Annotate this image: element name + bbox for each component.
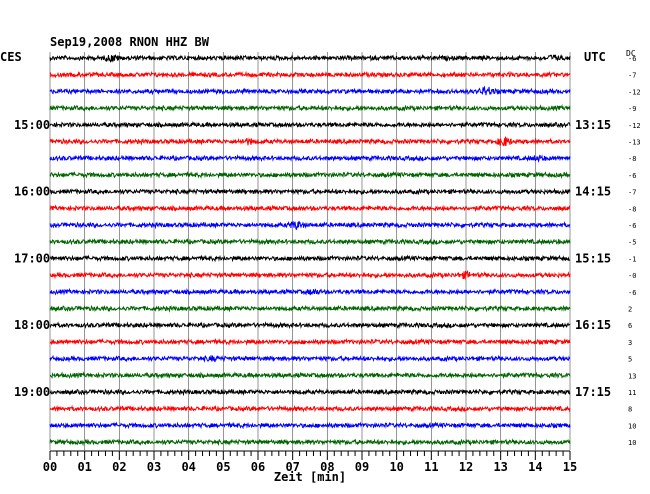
left-hour-label: 18:00 [14, 318, 50, 332]
trace-11 [49, 237, 571, 246]
left-hour-label: 19:00 [14, 385, 50, 399]
dc-offset-16: 6 [628, 322, 632, 330]
trace-3 [49, 104, 571, 113]
trace-0 [49, 53, 571, 63]
left-hour-label: 17:00 [14, 251, 50, 265]
trace-6 [49, 154, 571, 163]
dc-offset-17: 3 [628, 339, 632, 347]
trace-10 [49, 220, 571, 231]
x-tick-label-10: 10 [389, 460, 403, 474]
dc-offset-18: 5 [628, 356, 632, 364]
right-hour-label: 16:15 [575, 318, 611, 332]
x-tick-label-03: 03 [147, 460, 161, 474]
right-timezone-label: UTC [584, 50, 606, 64]
x-tick-label-12: 12 [459, 460, 473, 474]
x-axis-label: Zeit [min] [274, 470, 346, 484]
dc-offset-10: -6 [628, 222, 636, 230]
dc-offset-2: -12 [628, 88, 641, 96]
dc-offset-20: 11 [628, 389, 636, 397]
dc-offset-1: -7 [628, 72, 636, 80]
left-timezone-label: CES [0, 50, 22, 64]
right-hour-label: 15:15 [575, 251, 611, 265]
trace-7 [49, 170, 571, 180]
dc-offset-0: -6 [628, 55, 636, 63]
right-hour-label: 13:15 [575, 118, 611, 132]
trace-2 [49, 85, 571, 96]
x-tick-label-09: 09 [355, 460, 369, 474]
trace-15 [49, 304, 571, 313]
dc-offset-5: -13 [628, 139, 641, 147]
dc-offset-3: -9 [628, 105, 636, 113]
trace-14 [49, 287, 571, 296]
trace-8 [49, 187, 571, 196]
dc-offset-8: -7 [628, 189, 636, 197]
dc-offset-15: 2 [628, 306, 632, 314]
minute-gridlines [49, 52, 571, 451]
trace-23 [49, 438, 571, 447]
right-hour-label: 14:15 [575, 185, 611, 199]
trace-1 [49, 70, 571, 79]
dc-offset-4: -12 [628, 122, 641, 130]
dc-offset-23: 10 [628, 439, 636, 447]
x-tick-label-08: 08 [320, 460, 334, 474]
x-tick-label-07: 07 [285, 460, 299, 474]
left-hour-label: 16:00 [14, 185, 50, 199]
dc-offset-14: -6 [628, 289, 636, 297]
trace-17 [49, 337, 571, 346]
trace-18 [49, 354, 571, 363]
x-axis: 00 01 02 03 04 05 06 07 08 09 10 11 12 13 14 15 [43, 450, 577, 474]
dc-header-label: DC [626, 49, 636, 58]
trace-16 [49, 321, 571, 330]
dc-offset-11: -5 [628, 239, 636, 247]
chart-title: Sep19,2008 RNON HHZ BW [50, 35, 210, 49]
x-tick-label-01: 01 [77, 460, 91, 474]
trace-22 [49, 421, 571, 430]
trace-5 [49, 136, 571, 147]
trace-20 [49, 388, 571, 397]
trace-19 [49, 371, 571, 380]
dc-offset-9: -8 [628, 205, 636, 213]
dc-offset-7: -6 [628, 172, 636, 180]
x-tick-label-05: 05 [216, 460, 230, 474]
x-tick-label-02: 02 [112, 460, 126, 474]
x-tick-label-13: 13 [493, 460, 507, 474]
dc-offset-13: -0 [628, 272, 636, 280]
trace-9 [49, 204, 571, 213]
trace-21 [49, 404, 571, 413]
x-tick-label-15: 15 [563, 460, 577, 474]
dc-offset-12: -1 [628, 255, 636, 263]
x-tick-label-11: 11 [424, 460, 438, 474]
x-tick-label-00: 00 [43, 460, 57, 474]
x-tick-label-06: 06 [251, 460, 265, 474]
x-tick-label-04: 04 [181, 460, 195, 474]
seismic-traces [49, 53, 571, 447]
x-tick-label-14: 14 [528, 460, 542, 474]
right-hour-label: 17:15 [575, 385, 611, 399]
dc-offset-19: 13 [628, 372, 636, 380]
dc-offset-22: 10 [628, 422, 636, 430]
trace-13 [49, 269, 571, 280]
trace-labels: -6 -7 -12 -9 -12 -13 -8 -6 -7 -8 -6 -5 -1 -0 -6 2 6 3 5 13 1… [14, 55, 641, 447]
dc-offset-6: -8 [628, 155, 636, 163]
dc-offset-21: 8 [628, 406, 632, 414]
trace-12 [49, 254, 571, 263]
trace-4 [49, 120, 571, 129]
left-hour-label: 15:00 [14, 118, 50, 132]
